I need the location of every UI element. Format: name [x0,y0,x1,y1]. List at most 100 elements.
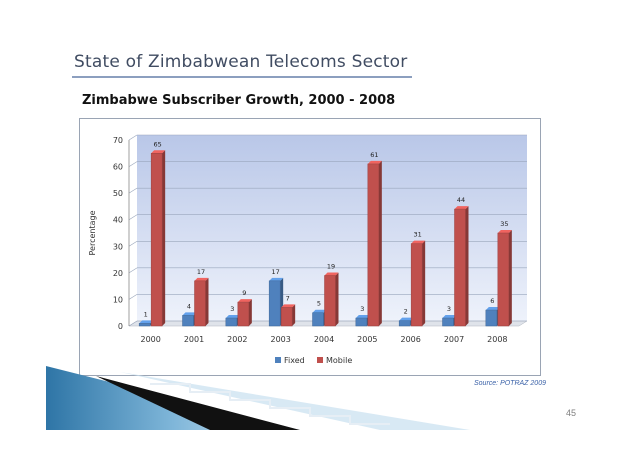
data-label-fixed: 3 [447,305,451,313]
bar-side-mobile [205,277,209,326]
bar-mobile [497,232,510,327]
bar-chart: 010203040506070Percentage165200041720013… [88,134,528,365]
bar-side-mobile [422,240,426,326]
data-label-mobile: 9 [242,289,246,297]
bar-top-mobile [411,240,426,244]
bar-mobile [150,153,163,327]
y-tick-label: 40 [113,216,123,225]
bar-top-fixed [399,317,414,321]
gridline-side [128,134,138,141]
x-tick-label: 2000 [140,335,160,344]
y-tick-label: 50 [113,189,123,198]
chart-title: Zimbabwe Subscriber Growth, 2000 - 2008 [82,93,396,108]
bar-top-mobile [454,206,469,210]
bar-top-mobile [237,299,252,303]
bar-fixed [355,317,368,327]
data-label-mobile: 35 [500,220,508,228]
bar-fixed [312,312,324,327]
bar-side-mobile [292,304,296,326]
x-tick-label: 2007 [444,335,464,344]
x-tick-label: 2005 [357,335,377,344]
bar-mobile [454,208,466,327]
source-note: Source: POTRAZ 2009 [474,380,546,387]
x-tick-label: 2003 [270,335,290,344]
y-tick-label: 0 [118,322,123,331]
x-tick-label: 2002 [227,335,247,344]
bar-top-fixed [442,315,457,319]
gridline-side [128,320,138,327]
gridline-side [128,161,138,167]
data-label-fixed: 6 [490,297,494,305]
data-label-fixed: 17 [272,268,280,276]
bar-top-fixed [269,277,284,281]
legend-swatch-mobile [317,357,323,363]
bar-top-fixed [139,320,154,324]
y-tick-label: 60 [113,163,123,172]
bar-mobile [280,307,293,327]
data-label-fixed: 4 [187,302,191,310]
data-label-fixed: 3 [230,305,234,313]
bar-top-mobile [194,277,209,281]
bar-side-mobile [465,206,469,326]
bar-fixed [225,317,238,327]
bar-side-mobile [162,150,166,326]
data-label-fixed: 3 [360,305,364,313]
x-tick-label: 2004 [314,335,334,344]
bar-side-mobile [378,160,382,326]
bar-mobile [367,163,380,327]
bar-fixed [442,317,454,327]
page-number: 45 [566,408,577,418]
bar-side-mobile [508,230,512,326]
x-tick-label: 2001 [184,335,204,344]
data-label-mobile: 17 [197,268,205,276]
bar-mobile [324,275,336,327]
legend-swatch-fixed [275,357,281,363]
swoosh-steps [150,383,390,425]
swoosh-dark-wedge [96,376,300,430]
bar-fixed [485,309,498,327]
x-tick-label: 2008 [487,335,507,344]
data-label-mobile: 44 [457,196,465,204]
data-label-mobile: 31 [414,231,422,239]
y-tick-label: 10 [113,295,123,304]
gridline-side [128,267,138,274]
bar-top-fixed [312,309,327,313]
y-axis-label: Percentage [88,210,97,255]
data-label-fixed: 1 [144,310,148,318]
bar-side-mobile [335,272,339,326]
bar-top-mobile [281,304,296,308]
bar-side-mobile [248,299,252,326]
y-tick-label: 70 [113,136,123,145]
x-tick-label: 2006 [400,335,420,344]
legend-label-mobile: Mobile [326,356,352,365]
bar-top-fixed [355,315,370,319]
gridline-side [128,294,138,300]
data-label-fixed: 5 [317,300,321,308]
data-label-mobile: 7 [286,294,290,302]
bar-fixed [398,320,411,327]
data-label-mobile: 61 [370,151,378,159]
gridline-side [128,214,138,220]
bar-top-mobile [497,230,512,233]
gridline-side [128,241,138,247]
bar-mobile [194,280,206,327]
bar-top-fixed [485,307,500,311]
bar-top-mobile [151,150,166,154]
bar-fixed [138,323,151,327]
data-label-mobile: 19 [327,263,335,271]
bar-fixed [268,280,281,327]
bar-mobile [237,301,250,327]
y-tick-label: 20 [113,269,123,278]
data-label-fixed: 2 [404,308,408,316]
title-underline [72,76,412,78]
bar-top-fixed [225,315,240,319]
swoosh-light-wedge [120,372,470,430]
bar-top-fixed [182,312,197,316]
bar-fixed [182,315,194,327]
data-label-mobile: 65 [154,140,162,148]
legend-label-fixed: Fixed [284,356,305,365]
gridline-side [128,187,138,194]
bar-mobile [410,243,423,327]
bar-top-mobile [367,160,382,164]
